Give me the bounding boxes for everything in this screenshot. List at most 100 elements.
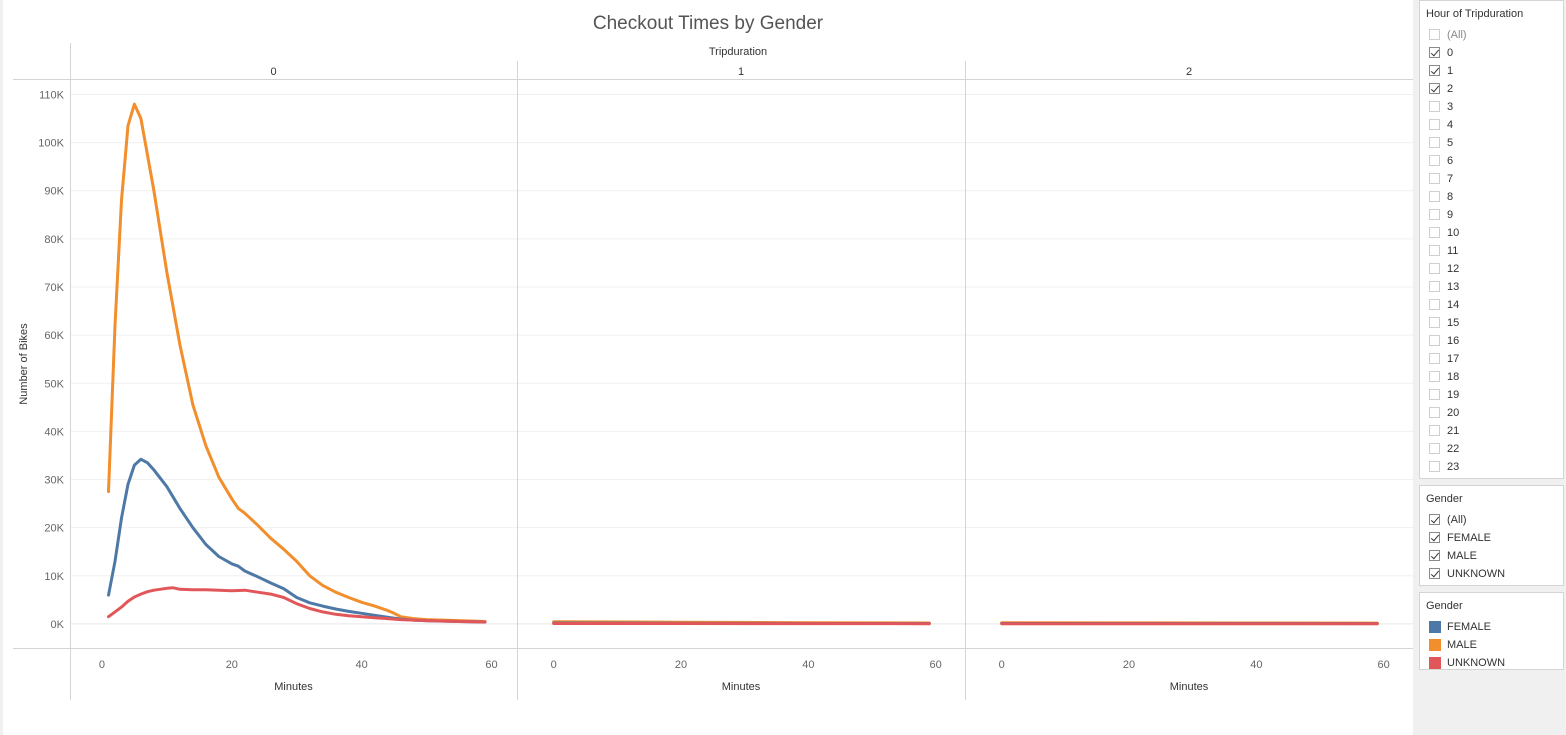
checkbox[interactable]	[1429, 29, 1440, 40]
hour-option-5[interactable]: 5	[1420, 134, 1563, 152]
series-line-female	[107, 457, 487, 624]
checkbox[interactable]	[1429, 173, 1440, 184]
gender-option-unknown[interactable]: UNKNOWN	[1420, 565, 1563, 583]
hour-option-12[interactable]: 12	[1420, 260, 1563, 278]
checkbox[interactable]	[1429, 263, 1440, 274]
checkbox[interactable]	[1429, 514, 1440, 525]
checkbox[interactable]	[1429, 137, 1440, 148]
checkbox[interactable]	[1429, 407, 1440, 418]
gender-option-female[interactable]: FEMALE	[1420, 529, 1563, 547]
hour-option-21[interactable]: 21	[1420, 422, 1563, 440]
checkbox[interactable]	[1429, 461, 1440, 472]
y-tick-label: 20K	[44, 523, 64, 535]
hour-option-14[interactable]: 14	[1420, 296, 1563, 314]
checkbox[interactable]	[1429, 155, 1440, 166]
hour-option-22[interactable]: 22	[1420, 440, 1563, 458]
hour-option-1[interactable]: 1	[1420, 62, 1563, 80]
filter-option-label: 17	[1447, 353, 1460, 365]
hour-option-3[interactable]: 3	[1420, 98, 1563, 116]
filter-option-label: 4	[1447, 119, 1454, 131]
checkbox[interactable]	[1429, 371, 1440, 382]
hour-option-10[interactable]: 10	[1420, 224, 1563, 242]
x-tick-label: 20	[226, 659, 238, 671]
filter-option-label: 16	[1447, 335, 1460, 347]
checkbox[interactable]	[1429, 353, 1440, 364]
checkmark-icon	[1430, 514, 1440, 524]
legend-item-male[interactable]: MALE	[1420, 636, 1563, 654]
y-tick-label: 110K	[39, 89, 65, 101]
hour-option-11[interactable]: 11	[1420, 242, 1563, 260]
checkmark-icon	[1430, 65, 1440, 75]
gender-filter-list: (All) FEMALE MALE UNKNOWN	[1420, 511, 1563, 583]
hour-option-13[interactable]: 13	[1420, 278, 1563, 296]
legend-label: FEMALE	[1447, 621, 1492, 633]
checkbox[interactable]	[1429, 191, 1440, 202]
x-axis-title: Minutes	[722, 681, 761, 693]
checkmark-icon	[1430, 532, 1440, 542]
checkbox[interactable]	[1429, 119, 1440, 130]
hour-option-20[interactable]: 20	[1420, 404, 1563, 422]
checkbox[interactable]	[1429, 101, 1440, 112]
y-tick-label: 40K	[44, 426, 64, 438]
panel-header-label: 0	[270, 66, 276, 78]
checkbox[interactable]	[1429, 83, 1440, 94]
filter-option-label: FEMALE	[1447, 532, 1492, 544]
checkbox[interactable]	[1429, 443, 1440, 454]
hour-option-9[interactable]: 9	[1420, 206, 1563, 224]
filter-option-label: 1	[1447, 65, 1454, 77]
legend-item-female[interactable]: FEMALE	[1420, 618, 1563, 636]
checkbox[interactable]	[1429, 568, 1440, 579]
checkbox[interactable]	[1429, 389, 1440, 400]
y-tick-label: 60K	[44, 330, 64, 342]
visualization-area: Checkout Times by Gender Tripduration Nu…	[3, 0, 1413, 735]
filter-option-label: 9	[1447, 209, 1454, 221]
checkbox[interactable]	[1429, 47, 1440, 58]
x-tick-label: 20	[675, 659, 687, 671]
hour-option-15[interactable]: 15	[1420, 314, 1563, 332]
checkbox[interactable]	[1429, 227, 1440, 238]
x-tick-label: 60	[485, 659, 497, 671]
checkbox[interactable]	[1429, 425, 1440, 436]
series-line-male	[107, 102, 487, 623]
hour-option-19[interactable]: 19	[1420, 386, 1563, 404]
checkbox[interactable]	[1429, 317, 1440, 328]
hour-option-0[interactable]: 0	[1420, 44, 1563, 62]
checkbox[interactable]	[1429, 299, 1440, 310]
filter-option-label: 7	[1447, 173, 1454, 185]
filter-option-label: UNKNOWN	[1447, 568, 1506, 580]
hour-option-18[interactable]: 18	[1420, 368, 1563, 386]
hour-option-2[interactable]: 2	[1420, 80, 1563, 98]
legend-swatch	[1429, 639, 1441, 651]
checkbox[interactable]	[1429, 550, 1440, 561]
filter-option-label: 12	[1447, 263, 1460, 275]
x-axis-title: Minutes	[1170, 681, 1209, 693]
checkbox[interactable]	[1429, 65, 1440, 76]
checkbox[interactable]	[1429, 209, 1440, 220]
checkbox[interactable]	[1429, 532, 1440, 543]
filter-option-label: 5	[1447, 137, 1454, 149]
hour-option-23[interactable]: 23	[1420, 458, 1563, 476]
hour-option-4[interactable]: 4	[1420, 116, 1563, 134]
x-tick-label: 60	[1378, 659, 1390, 671]
hour-option-all[interactable]: (All)	[1420, 26, 1563, 44]
checkbox[interactable]	[1429, 281, 1440, 292]
checkmark-icon	[1430, 568, 1440, 578]
checkbox[interactable]	[1429, 335, 1440, 346]
panel-header-label: 2	[1186, 66, 1192, 78]
filter-option-label: 22	[1447, 443, 1460, 455]
gender-option-male[interactable]: MALE	[1420, 547, 1563, 565]
hour-option-8[interactable]: 8	[1420, 188, 1563, 206]
filter-option-label: 10	[1447, 227, 1460, 239]
legend-label: MALE	[1447, 639, 1477, 651]
y-tick-label: 0K	[51, 619, 65, 631]
series-line-unknown	[107, 586, 487, 624]
hour-option-16[interactable]: 16	[1420, 332, 1563, 350]
legend-swatch	[1429, 621, 1441, 633]
legend-item-unknown[interactable]: UNKNOWN	[1420, 654, 1563, 672]
checkbox[interactable]	[1429, 245, 1440, 256]
hour-option-6[interactable]: 6	[1420, 152, 1563, 170]
hour-option-7[interactable]: 7	[1420, 170, 1563, 188]
hour-filter-card: Hour of Tripduration (All) 0 1 2 3 4 5 6 7 8 9 10 11…	[1419, 0, 1564, 479]
gender-option-all[interactable]: (All)	[1420, 511, 1563, 529]
hour-option-17[interactable]: 17	[1420, 350, 1563, 368]
